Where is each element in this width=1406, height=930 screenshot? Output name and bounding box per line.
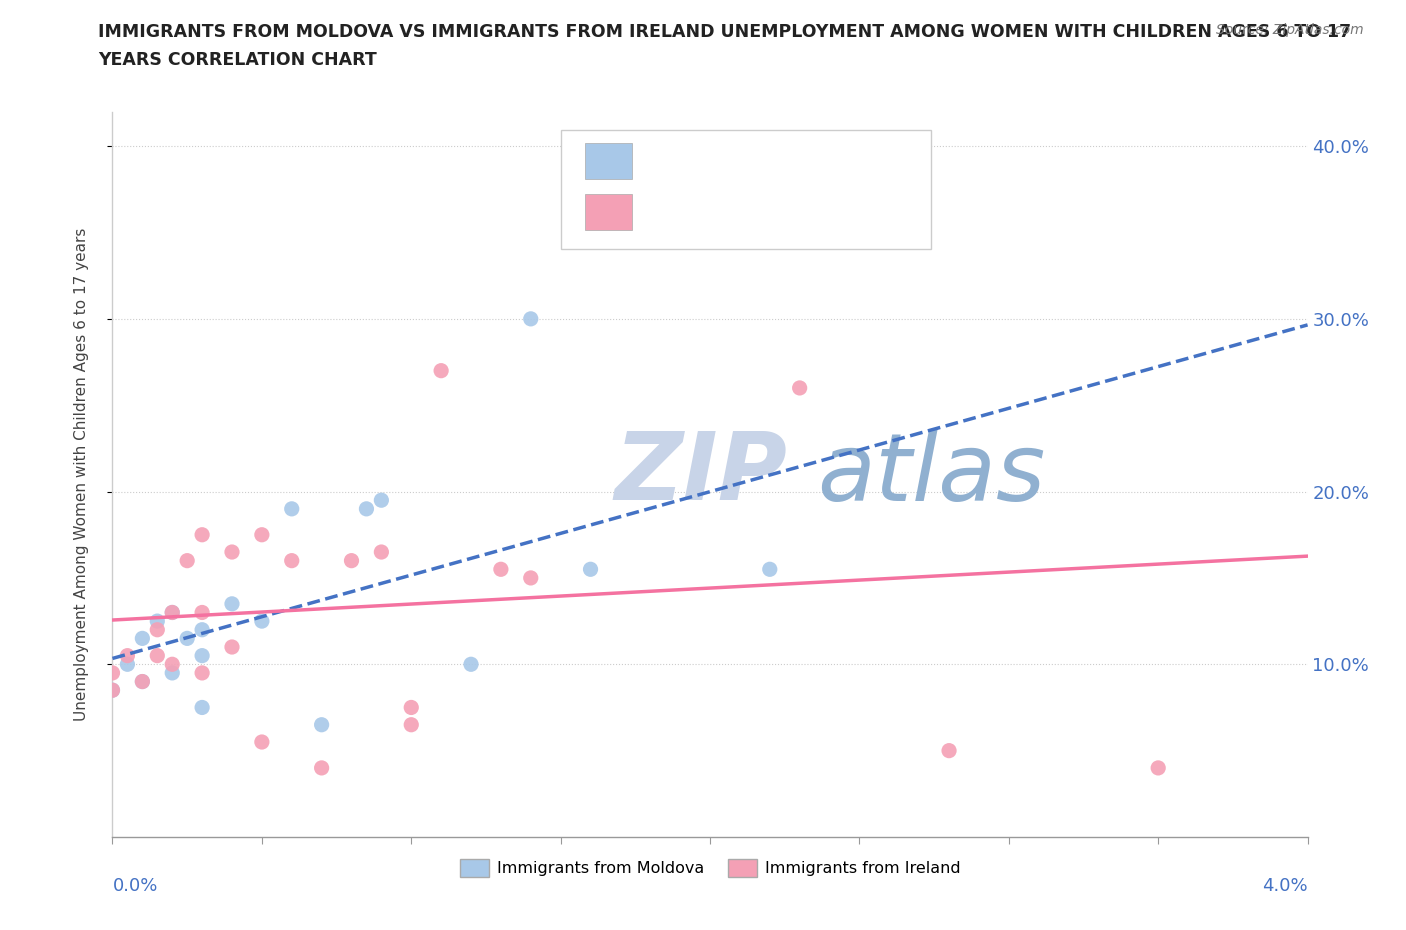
Point	[191, 700, 214, 715]
Point	[370, 545, 392, 560]
Point	[250, 614, 273, 629]
Point	[520, 312, 543, 326]
Point	[162, 666, 183, 681]
Point	[401, 700, 423, 715]
Point	[131, 674, 153, 689]
Point	[250, 735, 273, 750]
Point	[489, 562, 512, 577]
Point	[520, 570, 543, 585]
Text: ZIP: ZIP	[614, 429, 787, 520]
Text: 29: 29	[820, 203, 844, 220]
Point	[191, 622, 214, 637]
Point	[340, 553, 363, 568]
Point	[311, 761, 333, 776]
Point	[356, 501, 378, 516]
Text: 0.384: 0.384	[699, 203, 751, 220]
Point	[609, 191, 631, 206]
Point	[579, 562, 602, 577]
Point	[938, 743, 960, 758]
Point	[162, 657, 183, 671]
Point	[401, 717, 423, 732]
Text: 21: 21	[820, 152, 844, 170]
FancyBboxPatch shape	[561, 130, 931, 249]
Y-axis label: Unemployment Among Women with Children Ages 6 to 17 years: Unemployment Among Women with Children A…	[75, 228, 89, 721]
Point	[430, 364, 453, 379]
Point	[281, 501, 304, 516]
Point	[191, 527, 214, 542]
Point	[460, 657, 482, 671]
Point	[146, 622, 169, 637]
Point	[311, 717, 333, 732]
Point	[370, 493, 392, 508]
Point	[789, 380, 811, 395]
Point	[101, 666, 124, 681]
Point	[146, 648, 169, 663]
FancyBboxPatch shape	[585, 193, 633, 230]
Text: YEARS CORRELATION CHART: YEARS CORRELATION CHART	[98, 51, 377, 69]
Point	[250, 527, 273, 542]
Point	[221, 596, 243, 611]
Point	[191, 605, 214, 620]
Text: R =: R =	[648, 152, 683, 170]
Point	[221, 545, 243, 560]
Text: Source: ZipAtlas.com: Source: ZipAtlas.com	[1216, 23, 1364, 37]
Point	[191, 648, 214, 663]
Text: IMMIGRANTS FROM MOLDOVA VS IMMIGRANTS FROM IRELAND UNEMPLOYMENT AMONG WOMEN WITH: IMMIGRANTS FROM MOLDOVA VS IMMIGRANTS FR…	[98, 23, 1351, 41]
Point	[117, 648, 139, 663]
Text: 0.195: 0.195	[699, 152, 751, 170]
Point	[1147, 761, 1170, 776]
Text: R =: R =	[648, 203, 683, 220]
Text: 4.0%: 4.0%	[1263, 877, 1308, 895]
Point	[146, 614, 169, 629]
Text: N =: N =	[768, 203, 804, 220]
Point	[221, 640, 243, 655]
Point	[759, 562, 782, 577]
Text: 0.0%: 0.0%	[112, 877, 157, 895]
Legend: Immigrants from Moldova, Immigrants from Ireland: Immigrants from Moldova, Immigrants from…	[454, 852, 966, 883]
Point	[117, 657, 139, 671]
FancyBboxPatch shape	[585, 143, 633, 179]
Point	[162, 605, 183, 620]
Point	[281, 553, 304, 568]
Point	[101, 683, 124, 698]
Point	[176, 631, 198, 645]
Point	[162, 605, 183, 620]
Text: N =: N =	[768, 152, 804, 170]
Point	[131, 674, 153, 689]
Text: atlas: atlas	[818, 429, 1046, 520]
Point	[101, 683, 124, 698]
Point	[131, 631, 153, 645]
Point	[176, 553, 198, 568]
Point	[191, 666, 214, 681]
